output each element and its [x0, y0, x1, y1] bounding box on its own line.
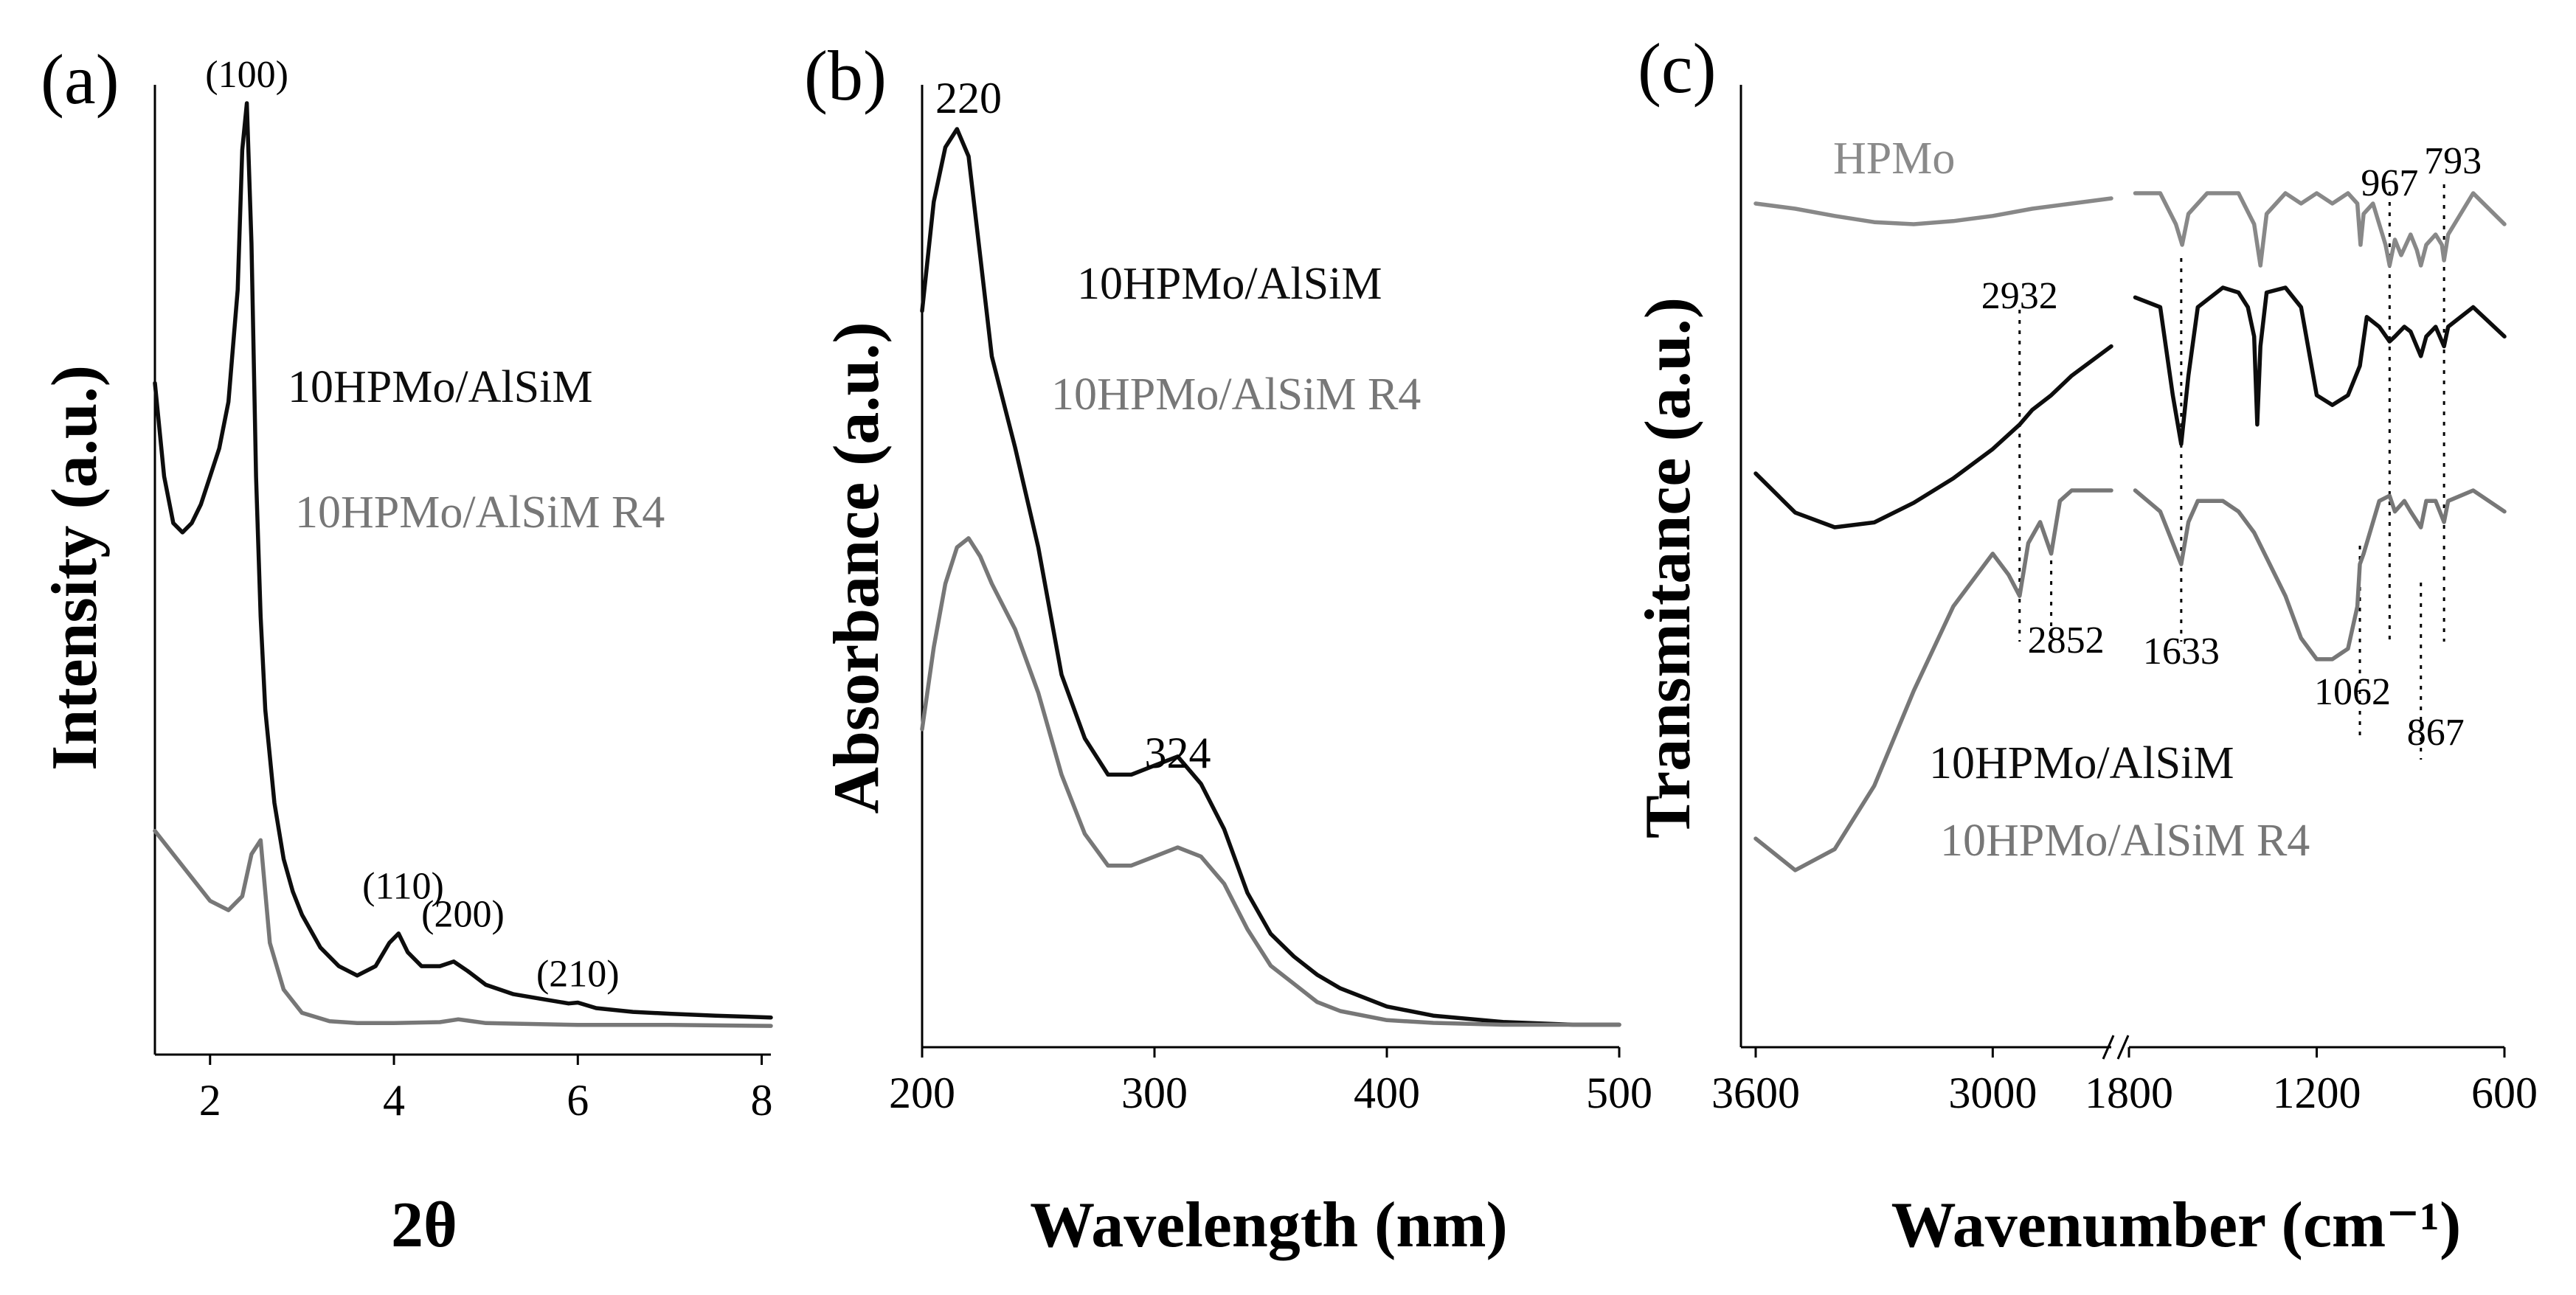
a-xtick-label: 4: [383, 1076, 405, 1125]
c-series-gray-line-right: [2133, 488, 2507, 662]
panel-b-axes: [921, 85, 1619, 1049]
c-peak-label: 793: [2424, 140, 2482, 182]
panel-c-ticks: 3600 3000 1800 1200 600: [1711, 1047, 2538, 1117]
a-peak-annotation: (100): [205, 54, 288, 96]
panel-c-peak-labels: 2932 2852 1633 1062 967 867 793: [1981, 140, 2482, 754]
panel-c-axes: [1739, 85, 2504, 1060]
b-peak-annotation: 220: [935, 74, 1002, 122]
b-series-black-line: [920, 127, 1621, 1027]
panel-b-ylabel: Absorbance (a.u.): [821, 322, 893, 813]
panel-b-legend-gray: 10HPMo/AlSiM R4: [1051, 369, 1421, 420]
c-series-hpmo-line-left: [1753, 196, 2113, 226]
panel-a-ylabel: Intensity (a.u.): [39, 365, 111, 771]
c-xtick-label: 600: [2471, 1069, 2538, 1117]
c-peak-label: 967: [2361, 162, 2418, 204]
panel-a-ticks: 2 4 6 8: [199, 1055, 773, 1125]
c-series-hpmo-line-right: [2133, 191, 2507, 268]
panel-c-series: [1753, 191, 2507, 872]
panel-c-legend-hpmo: HPMo: [1833, 133, 1955, 184]
panel-a-annotations: (100) (110)(200) (210): [205, 54, 619, 995]
panel-a-letter: (a): [41, 40, 120, 119]
panel-b-legend-black: 10HPMo/AlSiM: [1077, 259, 1382, 309]
panel-c-ylabel: Transmitance (a.u.): [1632, 297, 1704, 839]
panel-a-legend-gray: 10HPMo/AlSiM R4: [295, 487, 665, 538]
panel-b-letter: (b): [804, 36, 887, 115]
c-peak-label: 867: [2407, 712, 2465, 754]
axis-break-mark-left: [2102, 1035, 2115, 1060]
b-peak-annotation: 324: [1145, 729, 1211, 777]
panel-a-axes: [153, 85, 771, 1056]
c-peak-label: 1062: [2314, 671, 2391, 713]
panel-b-ticks: 200 300 400 500: [889, 1047, 1652, 1117]
c-peak-label: 2932: [1981, 275, 2058, 317]
b-xtick-label: 200: [889, 1069, 955, 1117]
axis-break-mark-right: [2116, 1035, 2130, 1060]
c-xtick-label: 1200: [2273, 1069, 2361, 1117]
panel-a-xlabel: 2θ: [391, 1190, 457, 1261]
c-series-black-line-right: [2133, 285, 2507, 446]
c-xtick-label: 3000: [1948, 1069, 2037, 1117]
a-peak-annotation: (110): [362, 866, 444, 908]
panel-b-xlabel: Wavelength (nm): [1030, 1190, 1508, 1261]
b-xtick-label: 300: [1121, 1069, 1188, 1117]
c-peak-label: 2852: [2028, 619, 2105, 662]
b-xtick-label: 500: [1586, 1069, 1652, 1117]
c-series-black-line-left: [1753, 344, 2113, 530]
panel-c-letter: (c): [1638, 29, 1717, 108]
a-xtick-label: 6: [567, 1076, 589, 1125]
panel-b-annotations: 220 324: [935, 74, 1211, 777]
panel-c-legend-black: 10HPMo/AlSiM: [1929, 738, 2234, 788]
c-xtick-label: 3600: [1711, 1069, 1800, 1117]
a-xtick-label: 8: [751, 1076, 773, 1125]
panel-b-series: [920, 127, 1621, 1027]
panel-a-series: [153, 101, 773, 1028]
c-xtick-label: 1800: [2085, 1069, 2173, 1117]
panel-c-legend-gray: 10HPMo/AlSiM R4: [1940, 816, 2310, 866]
a-series-gray-line: [153, 828, 773, 1028]
c-peak-label: 1633: [2143, 631, 2220, 673]
panel-a-legend-black: 10HPMo/AlSiM: [288, 362, 592, 412]
panel-c-ftir: (c) Transmitance (a.u.) Wavenumber (cm⁻¹…: [1632, 29, 2538, 1261]
a-peak-annotation: (200): [421, 894, 505, 936]
a-xtick-label: 2: [199, 1076, 221, 1125]
a-series-black-line: [153, 101, 773, 1020]
c-series-gray-line-left: [1753, 488, 2113, 872]
b-xtick-label: 400: [1354, 1069, 1420, 1117]
b-series-gray-line: [920, 536, 1621, 1027]
panel-c-xlabel: Wavenumber (cm⁻¹): [1891, 1190, 2462, 1261]
a-peak-annotation: (210): [536, 953, 620, 995]
panel-b-uv-vis: (b) Absorbance (a.u.) Wavelength (nm) 20…: [804, 36, 1652, 1261]
